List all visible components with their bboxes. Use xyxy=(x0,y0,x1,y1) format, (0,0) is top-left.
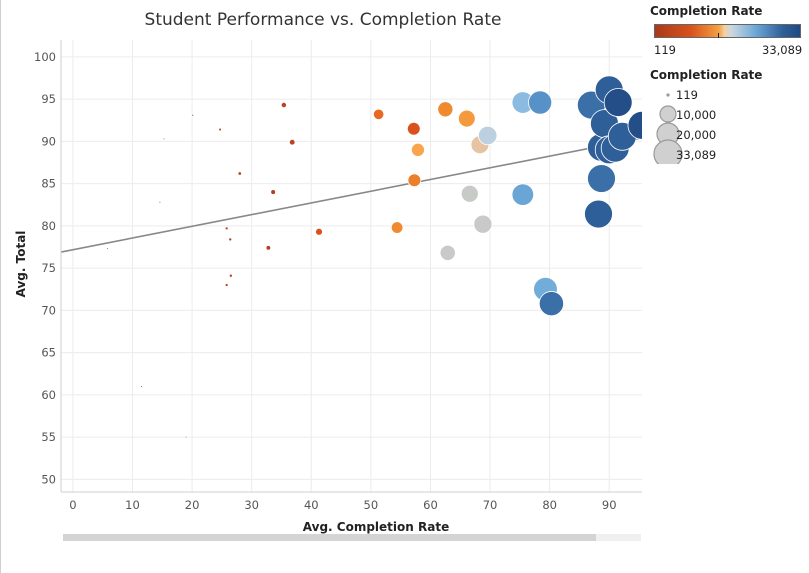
x-axis-label: Avg. Completion Rate xyxy=(303,520,449,534)
data-point[interactable] xyxy=(270,189,276,195)
color-legend-max: 33,089 xyxy=(762,43,803,57)
data-point[interactable] xyxy=(315,227,323,236)
y-tick-label: 90 xyxy=(41,134,56,148)
y-tick-label: 85 xyxy=(41,177,56,191)
color-legend-marker xyxy=(718,33,719,38)
x-tick-label: 60 xyxy=(423,498,438,512)
size-legend-circle-10000 xyxy=(659,105,677,123)
data-point[interactable] xyxy=(477,125,498,146)
data-point[interactable] xyxy=(218,127,222,132)
data-point[interactable] xyxy=(228,273,233,278)
trend-line xyxy=(61,137,642,253)
data-point[interactable] xyxy=(265,245,272,251)
data-point[interactable] xyxy=(184,435,188,439)
data-point[interactable] xyxy=(237,171,242,176)
data-point[interactable] xyxy=(538,291,564,317)
gridlines xyxy=(61,40,642,492)
data-point[interactable] xyxy=(106,247,109,250)
x-tick-label: 70 xyxy=(483,498,498,512)
y-tick-label: 80 xyxy=(41,219,56,233)
color-legend-title: Completion Rate xyxy=(650,4,763,18)
data-point[interactable] xyxy=(224,283,229,287)
data-point[interactable] xyxy=(627,110,646,140)
x-tick-label: 40 xyxy=(304,498,319,512)
y-tick-label: 65 xyxy=(41,346,56,360)
x-tick-label: 80 xyxy=(542,498,557,512)
data-point[interactable] xyxy=(437,101,454,118)
y-axis-label: Avg. Total xyxy=(14,231,28,298)
scatter-plot[interactable]: 50 55 60 65 70 75 80 85 90 95 100 0 10 20 30 40 50 60 70 80… xyxy=(0,0,646,545)
data-point[interactable] xyxy=(158,200,162,204)
data-point[interactable] xyxy=(473,214,493,234)
data-point[interactable] xyxy=(191,113,195,117)
data-point[interactable] xyxy=(457,109,476,128)
data-point[interactable] xyxy=(372,108,385,120)
horizontal-scrollbar-thumb[interactable] xyxy=(63,534,596,541)
data-point[interactable] xyxy=(584,199,613,229)
y-tick-label: 55 xyxy=(41,430,56,444)
size-legend-circles xyxy=(653,93,683,164)
axes xyxy=(60,40,642,493)
y-tick-label: 75 xyxy=(41,261,56,275)
data-point[interactable] xyxy=(406,121,421,136)
color-legend-ramp xyxy=(654,24,801,38)
data-point[interactable] xyxy=(390,221,404,234)
data-points xyxy=(106,75,646,439)
data-point[interactable] xyxy=(511,183,535,206)
data-point[interactable] xyxy=(587,164,616,193)
y-tick-label: 95 xyxy=(41,92,56,106)
x-tick-label: 20 xyxy=(185,498,200,512)
y-tick-label: 60 xyxy=(41,388,56,402)
x-tick-label: 30 xyxy=(244,498,259,512)
y-tick-label: 50 xyxy=(41,472,56,486)
y-tick-label: 70 xyxy=(41,303,56,317)
data-point[interactable] xyxy=(528,90,553,115)
tick-labels: 50 55 60 65 70 75 80 85 90 95 100 0 10 20 30 40 50 60 70 80… xyxy=(34,50,616,512)
y-tick-label: 100 xyxy=(34,50,56,64)
color-legend-min: 119 xyxy=(654,43,676,57)
size-legend-label-3: 20,000 xyxy=(676,128,717,142)
data-point[interactable] xyxy=(439,244,456,261)
plot-area xyxy=(61,75,646,439)
size-legend-label-2: 10,000 xyxy=(676,108,717,122)
size-legend-circle-33089 xyxy=(653,139,683,164)
x-tick-label: 90 xyxy=(602,498,617,512)
data-point[interactable] xyxy=(603,88,633,117)
left-frame-border xyxy=(0,0,1,573)
x-tick-label: 10 xyxy=(125,498,140,512)
data-point[interactable] xyxy=(140,385,143,388)
data-point[interactable] xyxy=(407,173,422,188)
data-point[interactable] xyxy=(410,142,425,157)
size-legend-label-1: 119 xyxy=(676,88,698,102)
x-tick-label: 0 xyxy=(69,498,76,512)
data-point[interactable] xyxy=(224,226,229,231)
size-legend-title: Completion Rate xyxy=(650,68,763,82)
data-point[interactable] xyxy=(460,184,479,203)
chart-title: Student Performance vs. Completion Rate xyxy=(144,10,502,30)
data-point[interactable] xyxy=(280,101,287,109)
data-point[interactable] xyxy=(228,237,233,242)
data-point[interactable] xyxy=(288,138,296,146)
size-legend-circle-119 xyxy=(666,93,670,97)
data-point[interactable] xyxy=(162,137,166,141)
size-legend-label-4: 33,089 xyxy=(676,148,717,162)
x-tick-label: 50 xyxy=(364,498,379,512)
